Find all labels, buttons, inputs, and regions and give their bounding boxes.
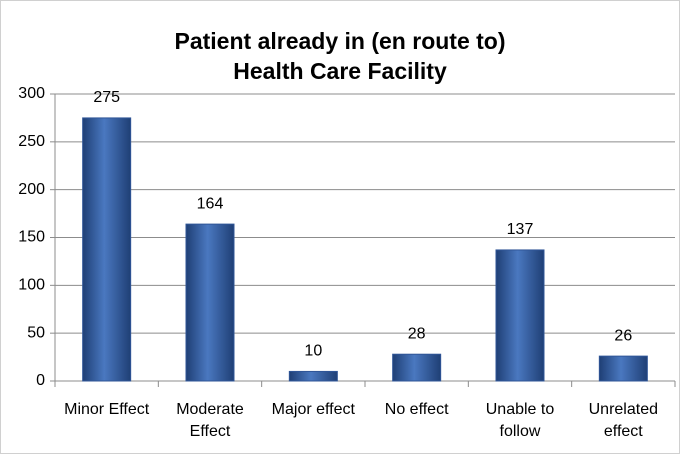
y-tick-label: 300 bbox=[18, 85, 45, 102]
x-tick-label: Unrelated effect bbox=[588, 401, 658, 440]
data-label: 137 bbox=[507, 221, 534, 238]
data-label: 164 bbox=[197, 195, 224, 212]
x-tick-label: Major effect bbox=[271, 401, 355, 418]
y-tick-label: 50 bbox=[27, 324, 45, 341]
x-tick-label: No effect bbox=[384, 401, 449, 418]
x-tick-label: Unable to follow bbox=[485, 401, 555, 440]
bar bbox=[598, 355, 648, 382]
y-tick-label: 100 bbox=[18, 277, 45, 294]
x-tick-label: Moderate Effect bbox=[176, 401, 244, 440]
bar bbox=[288, 370, 338, 382]
chart-title: Patient already in (en route to) Health … bbox=[174, 28, 506, 84]
bar bbox=[185, 223, 235, 382]
bar bbox=[495, 249, 545, 382]
x-tick-label: Minor Effect bbox=[64, 401, 150, 418]
y-tick-label: 150 bbox=[18, 229, 45, 246]
data-label: 10 bbox=[304, 343, 322, 360]
data-label: 275 bbox=[93, 89, 120, 106]
bar bbox=[392, 353, 442, 382]
data-label: 26 bbox=[614, 327, 632, 344]
y-tick-label: 200 bbox=[18, 181, 45, 198]
y-tick-label: 250 bbox=[18, 133, 45, 150]
bar bbox=[82, 117, 132, 382]
data-label: 28 bbox=[408, 325, 426, 342]
y-tick-label: 0 bbox=[36, 372, 45, 389]
